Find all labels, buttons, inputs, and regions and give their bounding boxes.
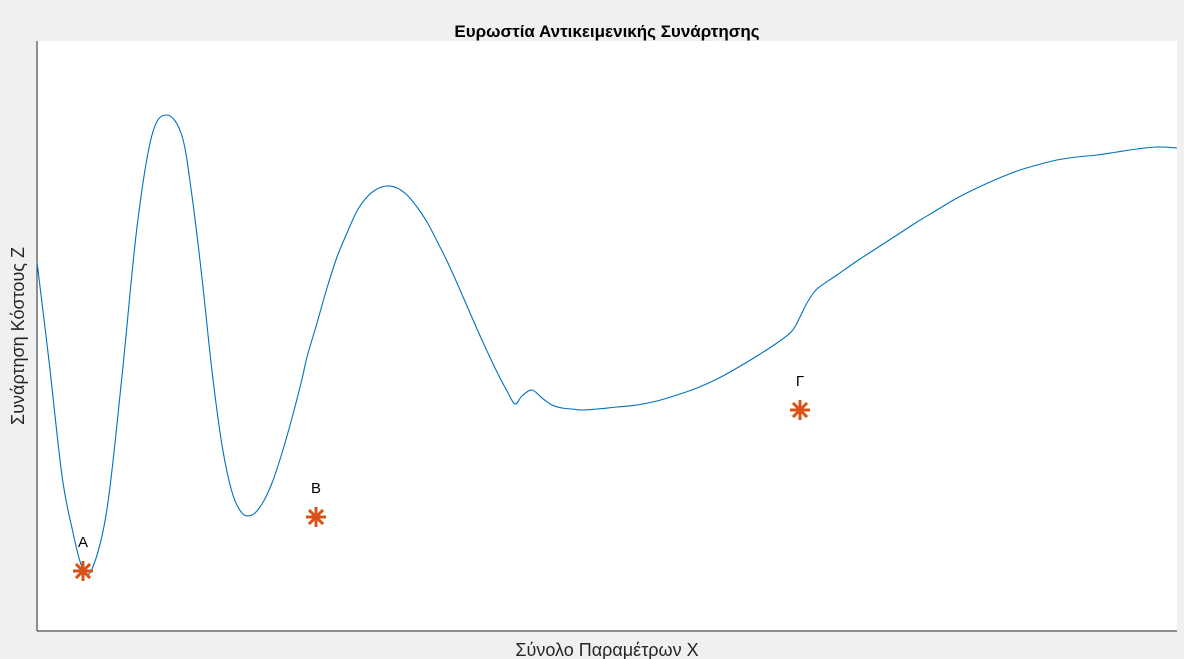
marker-B-stroke xyxy=(307,508,325,526)
series-line-1 xyxy=(36,114,1178,575)
marker-Γ xyxy=(790,400,810,420)
marker-label-B: B xyxy=(311,480,321,497)
marker-Γ-stroke xyxy=(791,401,809,419)
x-axis-label: Σύνολο Παραμέτρων X xyxy=(515,640,698,659)
marker-B xyxy=(306,507,326,527)
marker-label-A: A xyxy=(78,534,88,551)
marker-layer: A B Γ xyxy=(73,373,810,581)
marker-label-Γ: Γ xyxy=(796,373,804,390)
axes-background xyxy=(37,41,1177,631)
marker-A xyxy=(73,561,93,581)
marker-A-stroke xyxy=(74,562,92,580)
series-layer xyxy=(36,114,1178,575)
y-axis-label: Συνάρτηση Κόστους Z xyxy=(8,247,28,425)
chart-title: Ευρωστία Αντικειμενικής Συνάρτησης xyxy=(454,22,759,41)
